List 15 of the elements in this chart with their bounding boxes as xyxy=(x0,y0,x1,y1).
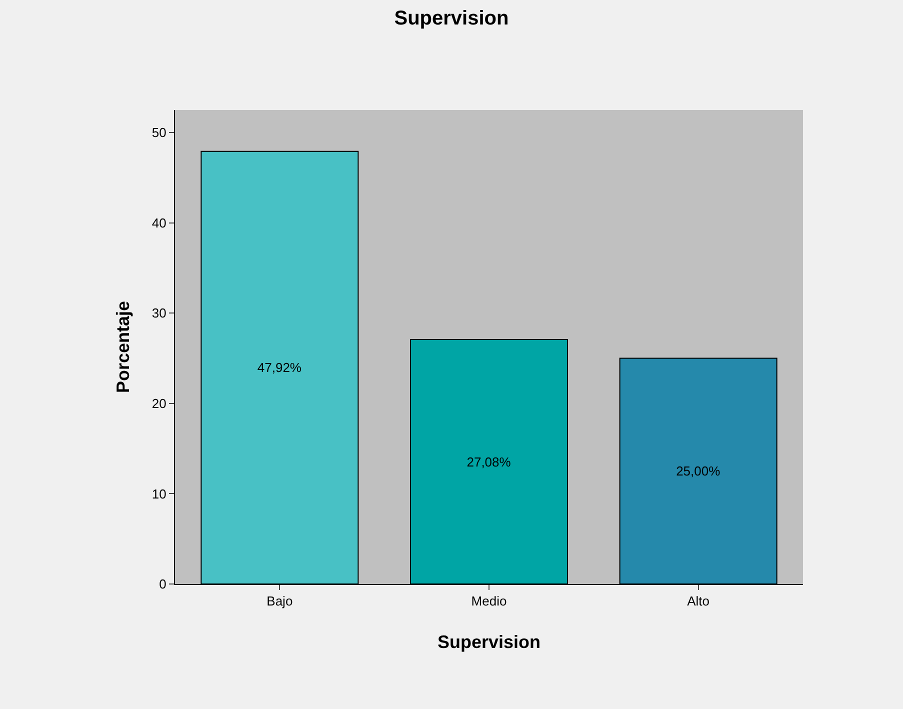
x-tick-label: Alto xyxy=(687,594,710,609)
y-tick-label: 40 xyxy=(152,215,166,230)
x-tick-label: Bajo xyxy=(266,594,293,609)
x-tick-label: Medio xyxy=(471,594,507,609)
y-tick-label: 30 xyxy=(152,306,166,321)
x-axis-title: Supervision xyxy=(437,632,541,652)
y-tick-label: 0 xyxy=(159,576,166,592)
y-tick-label: 10 xyxy=(152,486,166,502)
y-tick-label: 50 xyxy=(152,125,166,140)
data-label: 47,92% xyxy=(257,360,302,376)
data-label: 27,08% xyxy=(466,454,512,470)
data-label: 25,00% xyxy=(676,464,721,479)
chart-title: Supervision xyxy=(394,8,509,30)
y-tick-label: 20 xyxy=(152,396,166,411)
y-axis-title: Porcentaje xyxy=(113,300,133,394)
